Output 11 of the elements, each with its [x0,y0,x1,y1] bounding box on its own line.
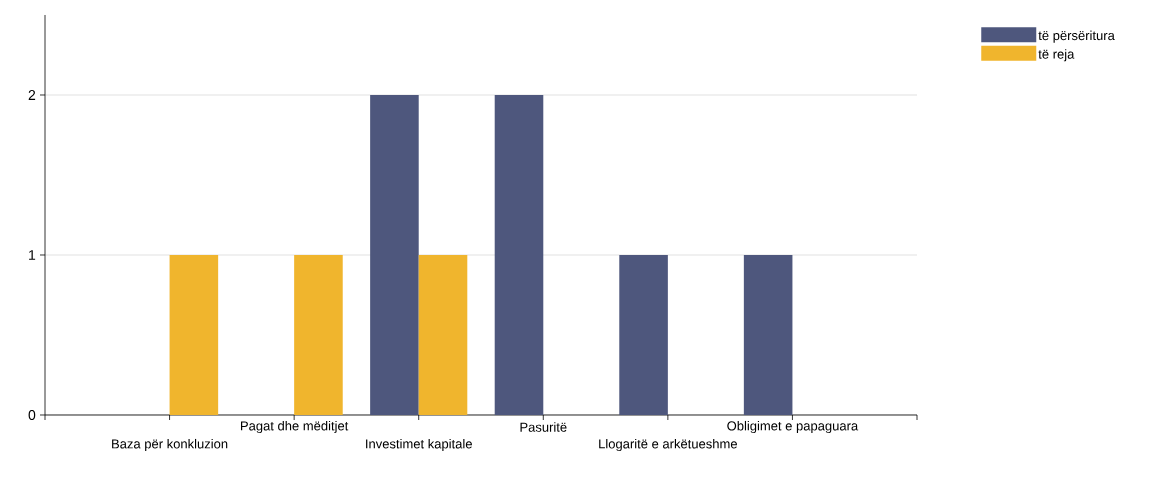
y-tick-label: 2 [28,90,36,100]
x-tick-label: Obligimet e papaguara [727,420,859,434]
x-tick-label: Baza për konkluzion [112,438,228,452]
x-tick-label: Pasuritë [520,422,567,432]
x-tick-label: Investimet kapitale [366,438,472,452]
x-tick-label: Pagat dhe mëditjet [241,420,349,434]
y-tick-label: 1 [29,250,36,260]
legend-label: të përsëritura [1038,30,1115,43]
x-tick-label: Llogaritë e arkëtueshme [599,438,737,452]
legend-label: të reja [1038,49,1075,62]
y-tick-label: 0 [28,410,36,420]
